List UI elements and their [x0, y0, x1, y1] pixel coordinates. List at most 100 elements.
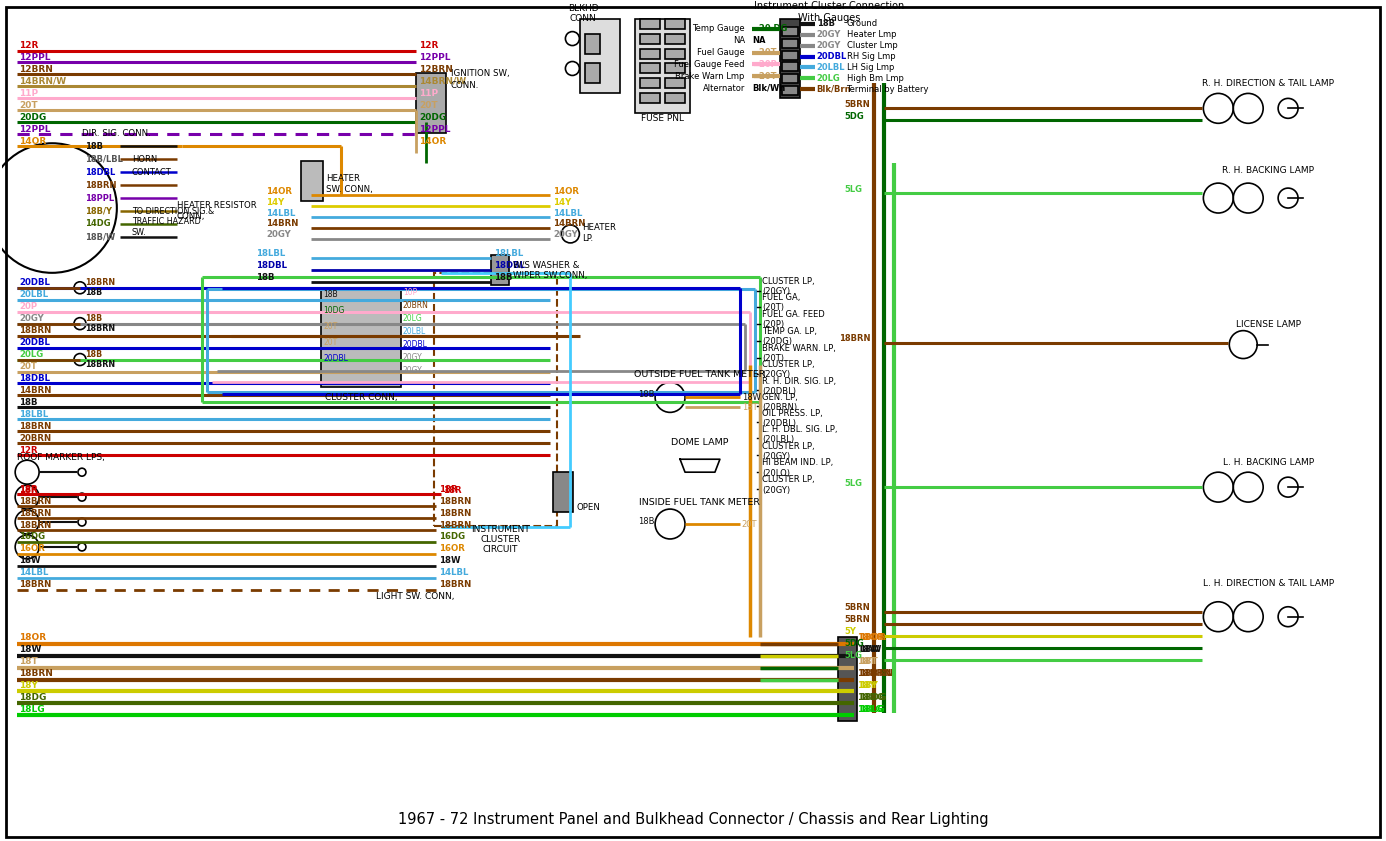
Text: 20GY: 20GY	[403, 353, 423, 362]
Bar	[491, 255, 509, 285]
Text: 18Y: 18Y	[859, 681, 879, 690]
Bar	[322, 288, 401, 388]
Text: 14OR: 14OR	[553, 187, 579, 196]
Text: Temp Gauge: Temp Gauge	[692, 24, 744, 33]
Text: 18BRN: 18BRN	[859, 669, 894, 678]
Text: 18LBL: 18LBL	[493, 250, 523, 258]
Text: 20GY: 20GY	[403, 366, 423, 375]
Text: 18T: 18T	[19, 657, 37, 666]
Text: Blk/Wh: Blk/Wh	[751, 84, 784, 93]
Text: 18BRN: 18BRN	[858, 669, 891, 678]
Text: 18DG: 18DG	[858, 693, 884, 702]
Text: 14LBL: 14LBL	[266, 209, 295, 218]
Bar	[640, 34, 660, 44]
Text: 18B: 18B	[85, 350, 103, 359]
Text: 18BRN: 18BRN	[19, 669, 53, 678]
Text: 18R: 18R	[439, 484, 457, 494]
Text: 5BRN: 5BRN	[844, 603, 870, 612]
Text: R. H. DIRECTION & TAIL LAMP: R. H. DIRECTION & TAIL LAMP	[1202, 79, 1335, 88]
Text: 5BRN: 5BRN	[844, 616, 870, 624]
Text: 10DG: 10DG	[323, 306, 345, 315]
Text: 18BRN: 18BRN	[840, 334, 870, 343]
Text: 18BRN: 18BRN	[19, 521, 51, 530]
Text: R. H. DIR. SIG. LP,
(20DBL): R. H. DIR. SIG. LP, (20DBL)	[762, 377, 836, 396]
Text: R. H. BACKING LAMP: R. H. BACKING LAMP	[1222, 166, 1314, 175]
Text: 18B: 18B	[816, 19, 834, 28]
Bar	[780, 19, 800, 98]
Text: 14OR: 14OR	[419, 137, 446, 145]
Text: CLUSTER CONN,: CLUSTER CONN,	[324, 393, 398, 402]
Bar	[665, 63, 685, 73]
Text: 11P: 11P	[419, 89, 438, 98]
Text: 5LG: 5LG	[844, 651, 862, 660]
Text: 20GY: 20GY	[19, 315, 44, 323]
Text: 20LBL: 20LBL	[816, 63, 845, 72]
Text: 18DBL: 18DBL	[19, 374, 50, 383]
Bar	[782, 75, 798, 83]
Text: 20T: 20T	[19, 362, 37, 371]
Text: 14LBL: 14LBL	[19, 569, 49, 578]
Text: TEMP GA. LP,
(20DG): TEMP GA. LP, (20DG)	[762, 327, 816, 346]
Text: INSTRUMENT: INSTRUMENT	[471, 526, 529, 535]
Text: 16DG: 16DG	[19, 532, 46, 542]
Text: GEN. LP,
(20BRN): GEN. LP, (20BRN)	[762, 393, 797, 412]
Text: LH Sig Lmp: LH Sig Lmp	[847, 63, 894, 72]
Text: 18LG: 18LG	[19, 705, 44, 714]
Text: 12BRN: 12BRN	[19, 65, 53, 74]
Text: 18B: 18B	[323, 290, 338, 299]
Text: 12BRN: 12BRN	[419, 65, 453, 74]
Text: TRAFFIC HAZARD: TRAFFIC HAZARD	[132, 218, 201, 226]
Text: LIGHT SW. CONN,: LIGHT SW. CONN,	[376, 592, 455, 601]
Text: WIPER SW.CONN,: WIPER SW.CONN,	[513, 272, 586, 280]
Text: CLUSTER LP,
(20GY): CLUSTER LP, (20GY)	[762, 360, 815, 379]
Text: Brake Warn Lmp: Brake Warn Lmp	[675, 72, 744, 81]
Text: 20BRN: 20BRN	[19, 434, 51, 443]
Text: 14BRN: 14BRN	[19, 386, 51, 395]
Text: 16DG: 16DG	[439, 532, 464, 542]
Text: 18B: 18B	[256, 273, 274, 283]
Text: =20 DG: =20 DG	[751, 24, 787, 33]
Text: =20T: =20T	[751, 72, 776, 81]
Text: 14BRN: 14BRN	[553, 220, 586, 229]
Bar	[665, 78, 685, 88]
Text: 5DG: 5DG	[844, 112, 865, 121]
Text: With Gauges: With Gauges	[798, 13, 861, 23]
Text: 12PPL: 12PPL	[19, 124, 51, 134]
Text: NA: NA	[751, 36, 765, 45]
Text: L. H. DBL. SIG. LP,
(20LBL): L. H. DBL. SIG. LP, (20LBL)	[762, 425, 837, 444]
Text: 5LG: 5LG	[844, 479, 862, 488]
Text: CONN: CONN	[570, 14, 597, 24]
Text: 18W: 18W	[859, 645, 881, 654]
Bar	[635, 19, 690, 114]
Text: CLUSTER LP,
(20GY): CLUSTER LP, (20GY)	[762, 475, 815, 495]
Text: NA: NA	[733, 36, 744, 45]
Bar	[416, 73, 446, 133]
Text: 18Y: 18Y	[19, 681, 37, 690]
Text: 18DBL: 18DBL	[85, 167, 115, 177]
Text: BLKHD: BLKHD	[568, 4, 599, 13]
Text: 20T: 20T	[323, 338, 337, 347]
Text: 20T: 20T	[323, 322, 337, 331]
Text: 18LBL: 18LBL	[256, 250, 286, 258]
Text: OPEN: OPEN	[577, 503, 600, 511]
Text: Ground: Ground	[847, 19, 877, 28]
Text: 20T: 20T	[419, 101, 438, 110]
Text: 20GY: 20GY	[816, 30, 841, 39]
Text: 5LG: 5LG	[844, 184, 862, 193]
Bar	[665, 93, 685, 103]
Text: 18LBL: 18LBL	[19, 410, 49, 419]
Text: SW. CONN,: SW. CONN,	[326, 184, 373, 193]
Text: 18W: 18W	[19, 645, 42, 654]
Text: 18B: 18B	[638, 516, 654, 526]
Text: 14OR: 14OR	[19, 137, 46, 145]
Text: HORN: HORN	[132, 155, 157, 164]
Bar	[640, 19, 660, 29]
Text: 18BRN: 18BRN	[19, 422, 51, 431]
Text: 20DBL: 20DBL	[19, 338, 50, 347]
Text: 18B/Y: 18B/Y	[85, 207, 112, 215]
Text: RH Sig Lmp: RH Sig Lmp	[847, 52, 895, 61]
Text: 20DG: 20DG	[419, 113, 446, 122]
Text: 18B: 18B	[85, 315, 103, 323]
Text: 18BRN: 18BRN	[19, 496, 51, 505]
Bar	[640, 49, 660, 59]
